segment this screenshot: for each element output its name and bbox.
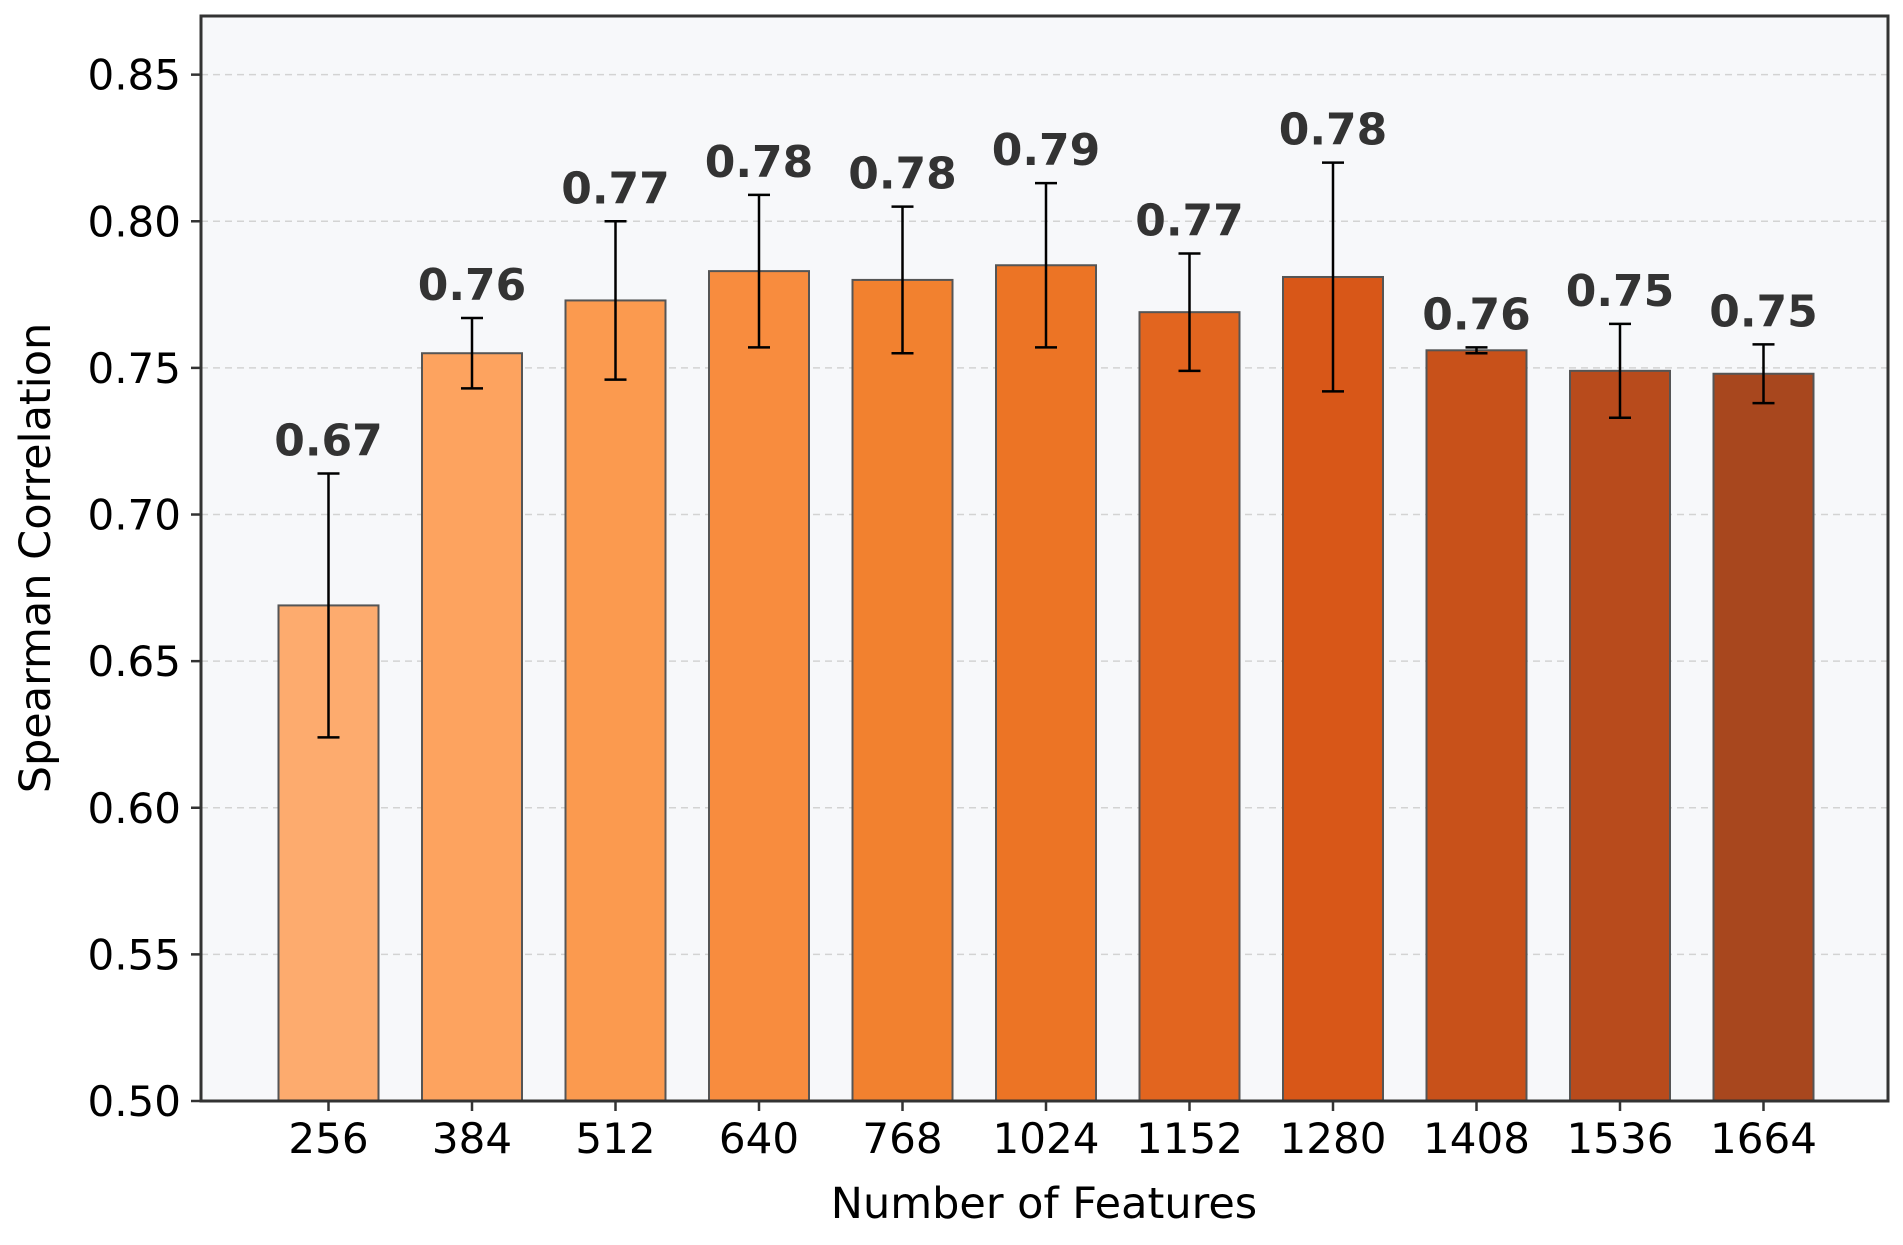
x-tick-label: 256 <box>288 1114 368 1163</box>
x-tick-label: 1152 <box>1136 1114 1243 1163</box>
data-label: 0.76 <box>418 260 527 311</box>
data-label: 0.75 <box>1566 266 1675 317</box>
bar <box>1712 372 1815 1102</box>
data-labels: 0.67 0.76 0.77 0.78 0.78 0.79 0.77 0.78 0.76 0.75… <box>274 105 1818 467</box>
y-tick-label: 0.60 <box>87 784 181 833</box>
y-tick-label: 0.55 <box>87 930 181 979</box>
y-tick-label: 0.85 <box>87 51 181 100</box>
bar <box>1282 275 1384 1102</box>
y-axis-title: Spearman Correlation <box>11 323 61 794</box>
bar <box>851 278 954 1102</box>
data-label: 0.78 <box>705 137 814 188</box>
bar <box>1425 349 1528 1102</box>
y-tick-label: 0.70 <box>87 491 181 540</box>
plot-frame <box>199 14 1890 1103</box>
x-tick-label: 1408 <box>1423 1114 1530 1163</box>
bar <box>708 270 810 1102</box>
data-label: 0.75 <box>1709 286 1818 337</box>
y-tick-label: 0.75 <box>87 344 181 393</box>
data-label: 0.78 <box>1279 105 1388 156</box>
x-tick-label: 1024 <box>993 1114 1100 1163</box>
bar <box>421 352 523 1102</box>
bar <box>995 264 1097 1102</box>
x-axis-ticks: 256 384 512 640 768 1024 1152 1280 1408 1536 1664 <box>288 1101 1817 1163</box>
data-label: 0.79 <box>992 125 1101 176</box>
bar <box>564 299 667 1103</box>
data-label: 0.78 <box>848 149 957 200</box>
x-tick-label: 1664 <box>1710 1114 1817 1163</box>
bar <box>1569 369 1671 1102</box>
bar <box>1138 311 1241 1103</box>
x-tick-label: 768 <box>862 1114 942 1163</box>
y-tick-label: 0.65 <box>87 637 181 686</box>
x-axis-title: Number of Features <box>831 1179 1257 1229</box>
y-tick-label: 0.50 <box>87 1077 181 1126</box>
y-tick-label: 0.80 <box>87 197 181 246</box>
x-tick-label: 512 <box>575 1114 655 1163</box>
error-bars <box>317 161 1775 739</box>
x-tick-label: 1280 <box>1280 1114 1387 1163</box>
data-label: 0.76 <box>1422 289 1531 340</box>
y-axis-ticks: 0.50 0.55 0.60 0.65 0.70 0.75 0.80 0.85 <box>87 51 201 1126</box>
data-label: 0.77 <box>1135 196 1244 247</box>
data-label: 0.77 <box>561 163 670 214</box>
x-tick-label: 384 <box>432 1114 512 1163</box>
x-tick-label: 640 <box>719 1114 799 1163</box>
data-label: 0.67 <box>274 415 383 466</box>
bars <box>277 264 1815 1103</box>
x-tick-label: 1536 <box>1567 1114 1674 1163</box>
